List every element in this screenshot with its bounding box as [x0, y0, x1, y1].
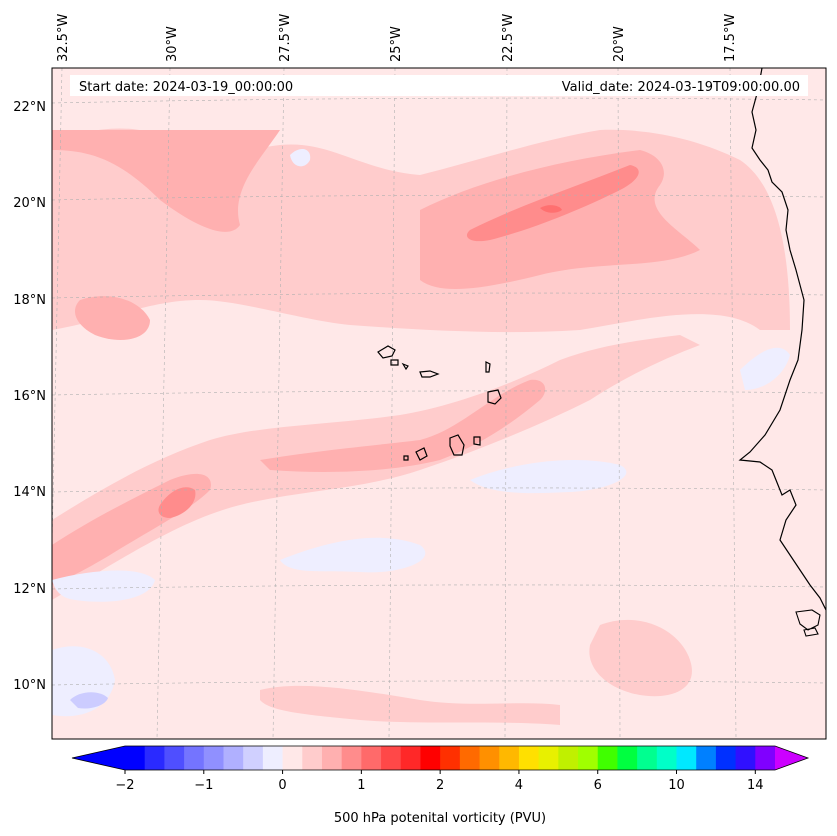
- colorbar-swatch: [578, 746, 599, 770]
- contour-mid-red-north: [52, 130, 280, 232]
- colorbar-title: 500 hPa potenital vorticity (PVU): [334, 811, 546, 826]
- colorbar-tick-label: −2: [115, 778, 134, 793]
- contour-light-red-south: [589, 619, 692, 697]
- lon-label: 27.5°W: [278, 14, 293, 62]
- colorbar: [71, 745, 810, 771]
- colorbar-swatch: [420, 746, 441, 770]
- longitude-labels: 32.5°W 30°W 27.5°W 25°W 22.5°W 20°W 17.5…: [56, 14, 738, 62]
- contour-light-blue-4: [740, 347, 790, 390]
- colorbar-swatch: [400, 746, 421, 770]
- lon-label: 25°W: [389, 26, 404, 62]
- colorbar-tick-label: 4: [515, 778, 523, 793]
- contour-light-blue-2: [470, 460, 627, 494]
- contour-mid-blue-1: [70, 692, 108, 709]
- contour-light-blue-1: [280, 537, 426, 573]
- africa-coastline: [738, 68, 826, 611]
- lon-label: 20°W: [612, 26, 627, 62]
- colorbar-swatch: [164, 746, 185, 770]
- lat-label: 14°N: [13, 485, 46, 500]
- africa-coastline-south: [795, 609, 821, 637]
- colorbar-tick-label: −1: [194, 778, 213, 793]
- colorbar-swatch: [144, 746, 165, 770]
- contour-mid-red-ne: [420, 150, 700, 290]
- colorbar-swatch: [459, 746, 481, 770]
- colorbar-swatch: [755, 746, 776, 770]
- lat-label: 20°N: [13, 196, 46, 211]
- colorbar-swatch: [243, 746, 264, 770]
- colorbar-tick-label: 1: [357, 778, 365, 793]
- cape-verde-islands: [377, 345, 502, 461]
- colorbar-swatch: [282, 746, 303, 770]
- colorbar-swatch: [479, 746, 500, 770]
- colorbar-swatch: [203, 746, 224, 770]
- contour-strong-red-ne: [466, 165, 639, 242]
- colorbar-tick-label: 10: [668, 778, 685, 793]
- colorbar-swatch: [361, 746, 382, 770]
- lat-label: 16°N: [13, 389, 46, 404]
- colorbar-swatch: [696, 746, 717, 770]
- colorbar-tick-label: 6: [594, 778, 602, 793]
- colorbar-swatch: [558, 746, 579, 770]
- colorbar-swatch: [223, 746, 244, 770]
- colorbar-swatch: [499, 746, 520, 770]
- colorbar-swatch: [617, 746, 638, 770]
- colorbar-ticks: −2 −1 0 1 2 4 6 10 14: [115, 770, 764, 793]
- colorbar-swatch: [715, 746, 737, 770]
- contour-light-blue-6: [290, 148, 311, 167]
- colorbar-swatch: [597, 746, 618, 770]
- colorbar-swatch: [184, 746, 205, 770]
- contour-mid-red-west: [75, 296, 150, 340]
- lat-label: 10°N: [13, 678, 46, 693]
- valid-date-label: Valid_date: 2024-03-19T09:00:00.00: [562, 80, 800, 95]
- lon-label: 32.5°W: [56, 14, 71, 62]
- start-date-label: Start date: 2024-03-19_00:00:00: [79, 80, 293, 95]
- contour-light-blue-3: [52, 570, 155, 602]
- colorbar-swatch: [735, 746, 756, 770]
- colorbar-swatch: [302, 746, 323, 770]
- pv-contour-field: [52, 128, 790, 725]
- colorbar-tick-label: 0: [278, 778, 286, 793]
- colorbar-swatch: [440, 746, 461, 770]
- colorbar-swatch: [538, 746, 559, 770]
- lon-label: 22.5°W: [501, 14, 516, 62]
- colorbar-tick-label: 14: [747, 778, 764, 793]
- colorbar-swatch: [381, 746, 402, 770]
- colorbar-tick-label: 2: [436, 778, 444, 793]
- colorbar-under-triangle: [72, 746, 125, 770]
- lat-label: 22°N: [13, 100, 46, 115]
- contour-strong-red-sw: [158, 487, 196, 518]
- colorbar-swatch: [518, 746, 540, 770]
- lat-label: 12°N: [13, 582, 46, 597]
- lon-label: 30°W: [165, 26, 180, 62]
- latitude-labels: 22°N 20°N 18°N 16°N 14°N 12°N 10°N: [13, 100, 46, 693]
- colorbar-swatch: [262, 746, 284, 770]
- colorbar-swatch: [341, 746, 362, 770]
- colorbar-swatch: [656, 746, 678, 770]
- colorbar-swatch: [637, 746, 658, 770]
- colorbar-swatch: [676, 746, 697, 770]
- lon-label: 17.5°W: [723, 14, 738, 62]
- colorbar-swatch: [125, 746, 146, 770]
- map-border: [51, 67, 827, 740]
- colorbar-swatch: [321, 746, 343, 770]
- lat-label: 18°N: [13, 293, 46, 308]
- contour-mid-red-center: [260, 379, 546, 472]
- graticule: [52, 68, 826, 739]
- colorbar-over-triangle: [775, 746, 808, 770]
- contour-light-red-sw: [260, 685, 560, 725]
- contour-strong-red-core: [540, 205, 562, 213]
- date-banner: [70, 75, 808, 96]
